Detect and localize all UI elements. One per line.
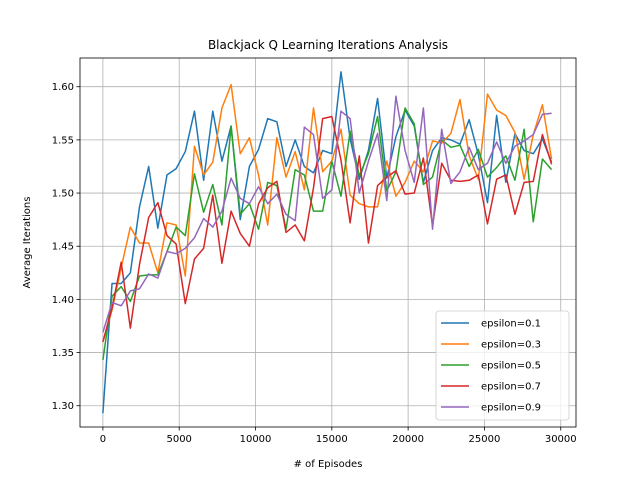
- x-tick-label: 30000: [545, 434, 577, 445]
- axis-ticks: 0 5000 10000 15000 20000 25000 30000 1.30 1.35 1.…: [52, 82, 577, 445]
- y-tick-label: 1.60: [52, 82, 74, 93]
- series-lines: [102, 71, 553, 414]
- x-axis-title: # of Episodes: [294, 459, 363, 470]
- x-tick-label: 15000: [316, 434, 348, 445]
- series-line-2: [102, 107, 553, 361]
- series-line-0: [102, 71, 553, 414]
- y-tick-label: 1.50: [52, 189, 74, 200]
- legend-label: epsilon=0.7: [481, 382, 541, 393]
- x-tick-label: 20000: [392, 434, 424, 445]
- y-tick-label: 1.35: [52, 348, 74, 359]
- y-axis-title: Average Iterations: [22, 197, 33, 289]
- legend-box: [435, 310, 570, 421]
- legend: epsilon=0.1 epsilon=0.3 epsilon=0.5 epsilon…: [435, 310, 570, 421]
- series-line-4: [102, 95, 552, 333]
- series-line-3: [102, 115, 553, 343]
- legend-label: epsilon=0.5: [481, 361, 541, 372]
- legend-label: epsilon=0.9: [481, 403, 541, 414]
- x-tick-label: 10000: [240, 434, 272, 445]
- plot-area-frame: [79, 57, 577, 428]
- y-tick-label: 1.45: [52, 242, 74, 253]
- y-tick-label: 1.40: [52, 295, 74, 306]
- grid-lines: [80, 58, 576, 427]
- x-tick-label: 0: [100, 434, 106, 445]
- x-tick-label: 5000: [166, 434, 191, 445]
- legend-label: epsilon=0.1: [481, 319, 541, 330]
- chart-title: Blackjack Q Learning Iterations Analysis: [208, 38, 448, 52]
- y-tick-label: 1.55: [52, 135, 74, 146]
- x-tick-label: 25000: [469, 434, 501, 445]
- legend-label: epsilon=0.3: [481, 340, 541, 351]
- y-tick-label: 1.30: [52, 401, 74, 412]
